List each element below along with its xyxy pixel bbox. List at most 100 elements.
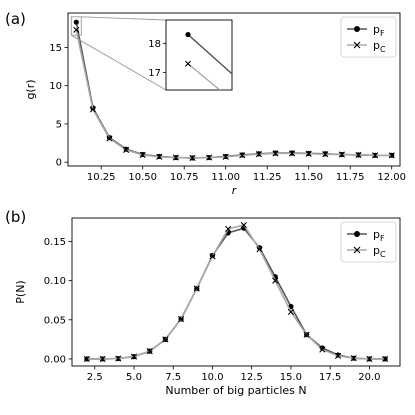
legend-label-pF: pF [373, 228, 385, 243]
data-point-pC [146, 348, 153, 355]
panel-b: 2.5 5.0 7.5 10.0 12.5 15.0 17.5 20.0 0.00 0.05 0.1… [5, 208, 401, 397]
axes-frame [67, 12, 401, 167]
y-tick-label: 0 [56, 158, 62, 169]
x-tick-label: 11.50 [294, 172, 323, 183]
panel-a: 10.25 10.50 10.75 11.00 11.25 11.50 11.75 12.00… [5, 10, 406, 197]
data-point-pC [272, 277, 279, 284]
data-point-pC [89, 106, 96, 113]
legend-marker-pC [353, 41, 361, 49]
data-point-pC [322, 151, 329, 158]
series-line-pF [86, 227, 386, 360]
data-point-pC [303, 331, 310, 338]
y-tick-label: 0.00 [44, 354, 66, 365]
x-tick-label: 17.5 [319, 372, 341, 383]
panel-label: (a) [5, 10, 26, 28]
data-point-pC [222, 153, 229, 160]
y-axis-label: P(N) [14, 280, 27, 303]
x-tick-label: 11.25 [253, 172, 282, 183]
axes-frame [71, 217, 401, 367]
y-tick-label: 10 [49, 81, 62, 92]
series-line-pC [75, 29, 392, 159]
x-tick-label: 11.00 [211, 172, 240, 183]
x-tick-label: 12.5 [241, 372, 263, 383]
y-tick-label: 0.15 [44, 237, 66, 248]
legend-marker-pF [354, 231, 360, 237]
x-tick-label: 10.25 [87, 172, 116, 183]
legend-label-pC: pC [373, 39, 386, 54]
data-point-pC [177, 315, 185, 323]
inset-frame [165, 19, 233, 91]
data-point-pC [193, 285, 200, 292]
zoom-region-box [70, 16, 82, 36]
y-tick-label: 5 [56, 119, 62, 130]
data-point-pC [83, 355, 90, 363]
x-tick-label: 11.75 [336, 172, 365, 183]
data-point-pC [388, 152, 395, 159]
data-point-pC [382, 355, 389, 363]
inset-y-tick-label: 17 [148, 68, 161, 79]
data-point-pC [225, 225, 232, 233]
x-axis-label: r [232, 184, 238, 197]
data-point-pC [162, 336, 169, 343]
panel-label: (b) [5, 208, 26, 226]
inset-y-tick-label: 18 [148, 39, 161, 50]
data-point-pC [73, 26, 80, 33]
inset-line-pC [187, 63, 221, 90]
x-tick-label: 10.50 [128, 172, 157, 183]
y-tick-label: 15 [49, 43, 62, 54]
x-tick-label: 10.0 [201, 372, 223, 383]
data-point-pC [123, 146, 130, 154]
legend-marker-pC [353, 246, 361, 254]
data-point-pC [139, 151, 146, 158]
data-point-pC [99, 355, 106, 363]
x-tick-label: 20.0 [358, 372, 380, 383]
series-pC [73, 26, 395, 162]
data-point-pC [172, 154, 179, 161]
data-point-pC [189, 154, 196, 162]
data-point-pC [239, 152, 246, 159]
data-point-pC [209, 253, 216, 260]
inset-point-pC [185, 60, 191, 67]
data-point-pC [366, 355, 373, 363]
data-point-pC [319, 346, 326, 353]
legend-label-pF: pF [373, 23, 385, 38]
x-tick-label: 15.0 [280, 372, 302, 383]
data-point-pC [255, 151, 262, 158]
data-point-pC [130, 353, 138, 360]
y-tick-label: 0.10 [44, 276, 66, 287]
data-point-pC [355, 151, 362, 158]
series-pC [83, 221, 389, 363]
inset-connector-top [81, 16, 167, 21]
data-point-pC [334, 352, 342, 359]
data-point-pF [73, 19, 79, 25]
data-point-pC [156, 153, 163, 160]
legend-frame [340, 16, 397, 58]
x-tick-label: 5.0 [126, 372, 142, 383]
x-tick-label: 2.5 [87, 372, 103, 383]
data-point-pC [372, 152, 379, 159]
data-point-pC [272, 150, 279, 157]
data-point-pC [115, 355, 122, 362]
data-point-pC [206, 154, 213, 161]
x-tick-label: 12.00 [377, 172, 406, 183]
y-axis-label: g(r) [24, 79, 37, 99]
x-axis-label: Number of big particles N [165, 384, 306, 397]
inset-point-pF [185, 31, 191, 38]
data-point-pC [106, 135, 113, 142]
data-point-pC [240, 221, 247, 229]
legend-label-pC: pC [373, 244, 386, 259]
legend-marker-pF [354, 26, 360, 32]
y-tick-label: 0.05 [44, 315, 66, 326]
data-point-pC [350, 355, 357, 362]
series-line-pC [86, 224, 386, 360]
legend-frame [340, 221, 397, 263]
x-tick-label: 10.75 [170, 172, 199, 183]
data-point-pC [338, 151, 345, 158]
x-tick-label: 7.5 [165, 372, 181, 383]
data-point-pC [287, 308, 295, 316]
data-point-pC [256, 246, 263, 253]
